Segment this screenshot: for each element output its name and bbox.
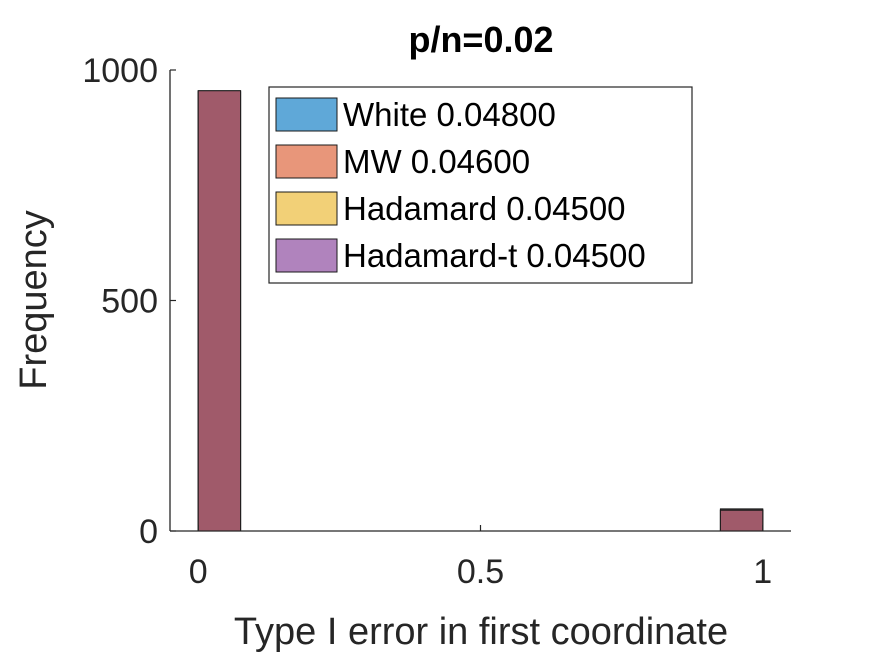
y-tick-label: 500 (101, 283, 158, 321)
legend-swatch (275, 191, 338, 226)
y-tick-label: 1000 (82, 52, 158, 90)
legend: White 0.04800 MW 0.04600 Hadamard 0.04500 H… (268, 86, 693, 284)
x-ticks-group: 0 0.5 1 (189, 525, 772, 591)
y-axis-label: Frequency (13, 210, 55, 390)
bar-hadamard-t-bin-0 (197, 90, 242, 532)
legend-swatch (275, 97, 338, 132)
legend-swatch (275, 144, 338, 179)
legend-label: Hadamard-t 0.04500 (343, 237, 646, 274)
legend-label: White 0.04800 (343, 96, 556, 133)
y-ticks-group: 0 500 1000 (82, 52, 176, 551)
legend-swatch (275, 238, 338, 273)
x-axis-label: Type I error in first coordinate (234, 611, 728, 653)
legend-box (268, 86, 693, 284)
y-tick-label: 0 (139, 513, 158, 551)
bars-group (197, 90, 764, 532)
x-tick-label: 0.5 (457, 553, 504, 591)
legend-label: Hadamard 0.04500 (343, 190, 626, 227)
x-tick-label: 1 (753, 553, 772, 591)
legend-label: MW 0.04600 (343, 143, 530, 180)
x-tick-label: 0 (189, 553, 208, 591)
chart-title: p/n=0.02 (408, 19, 553, 60)
bar-hadamard-t-bin-1 (719, 509, 764, 532)
